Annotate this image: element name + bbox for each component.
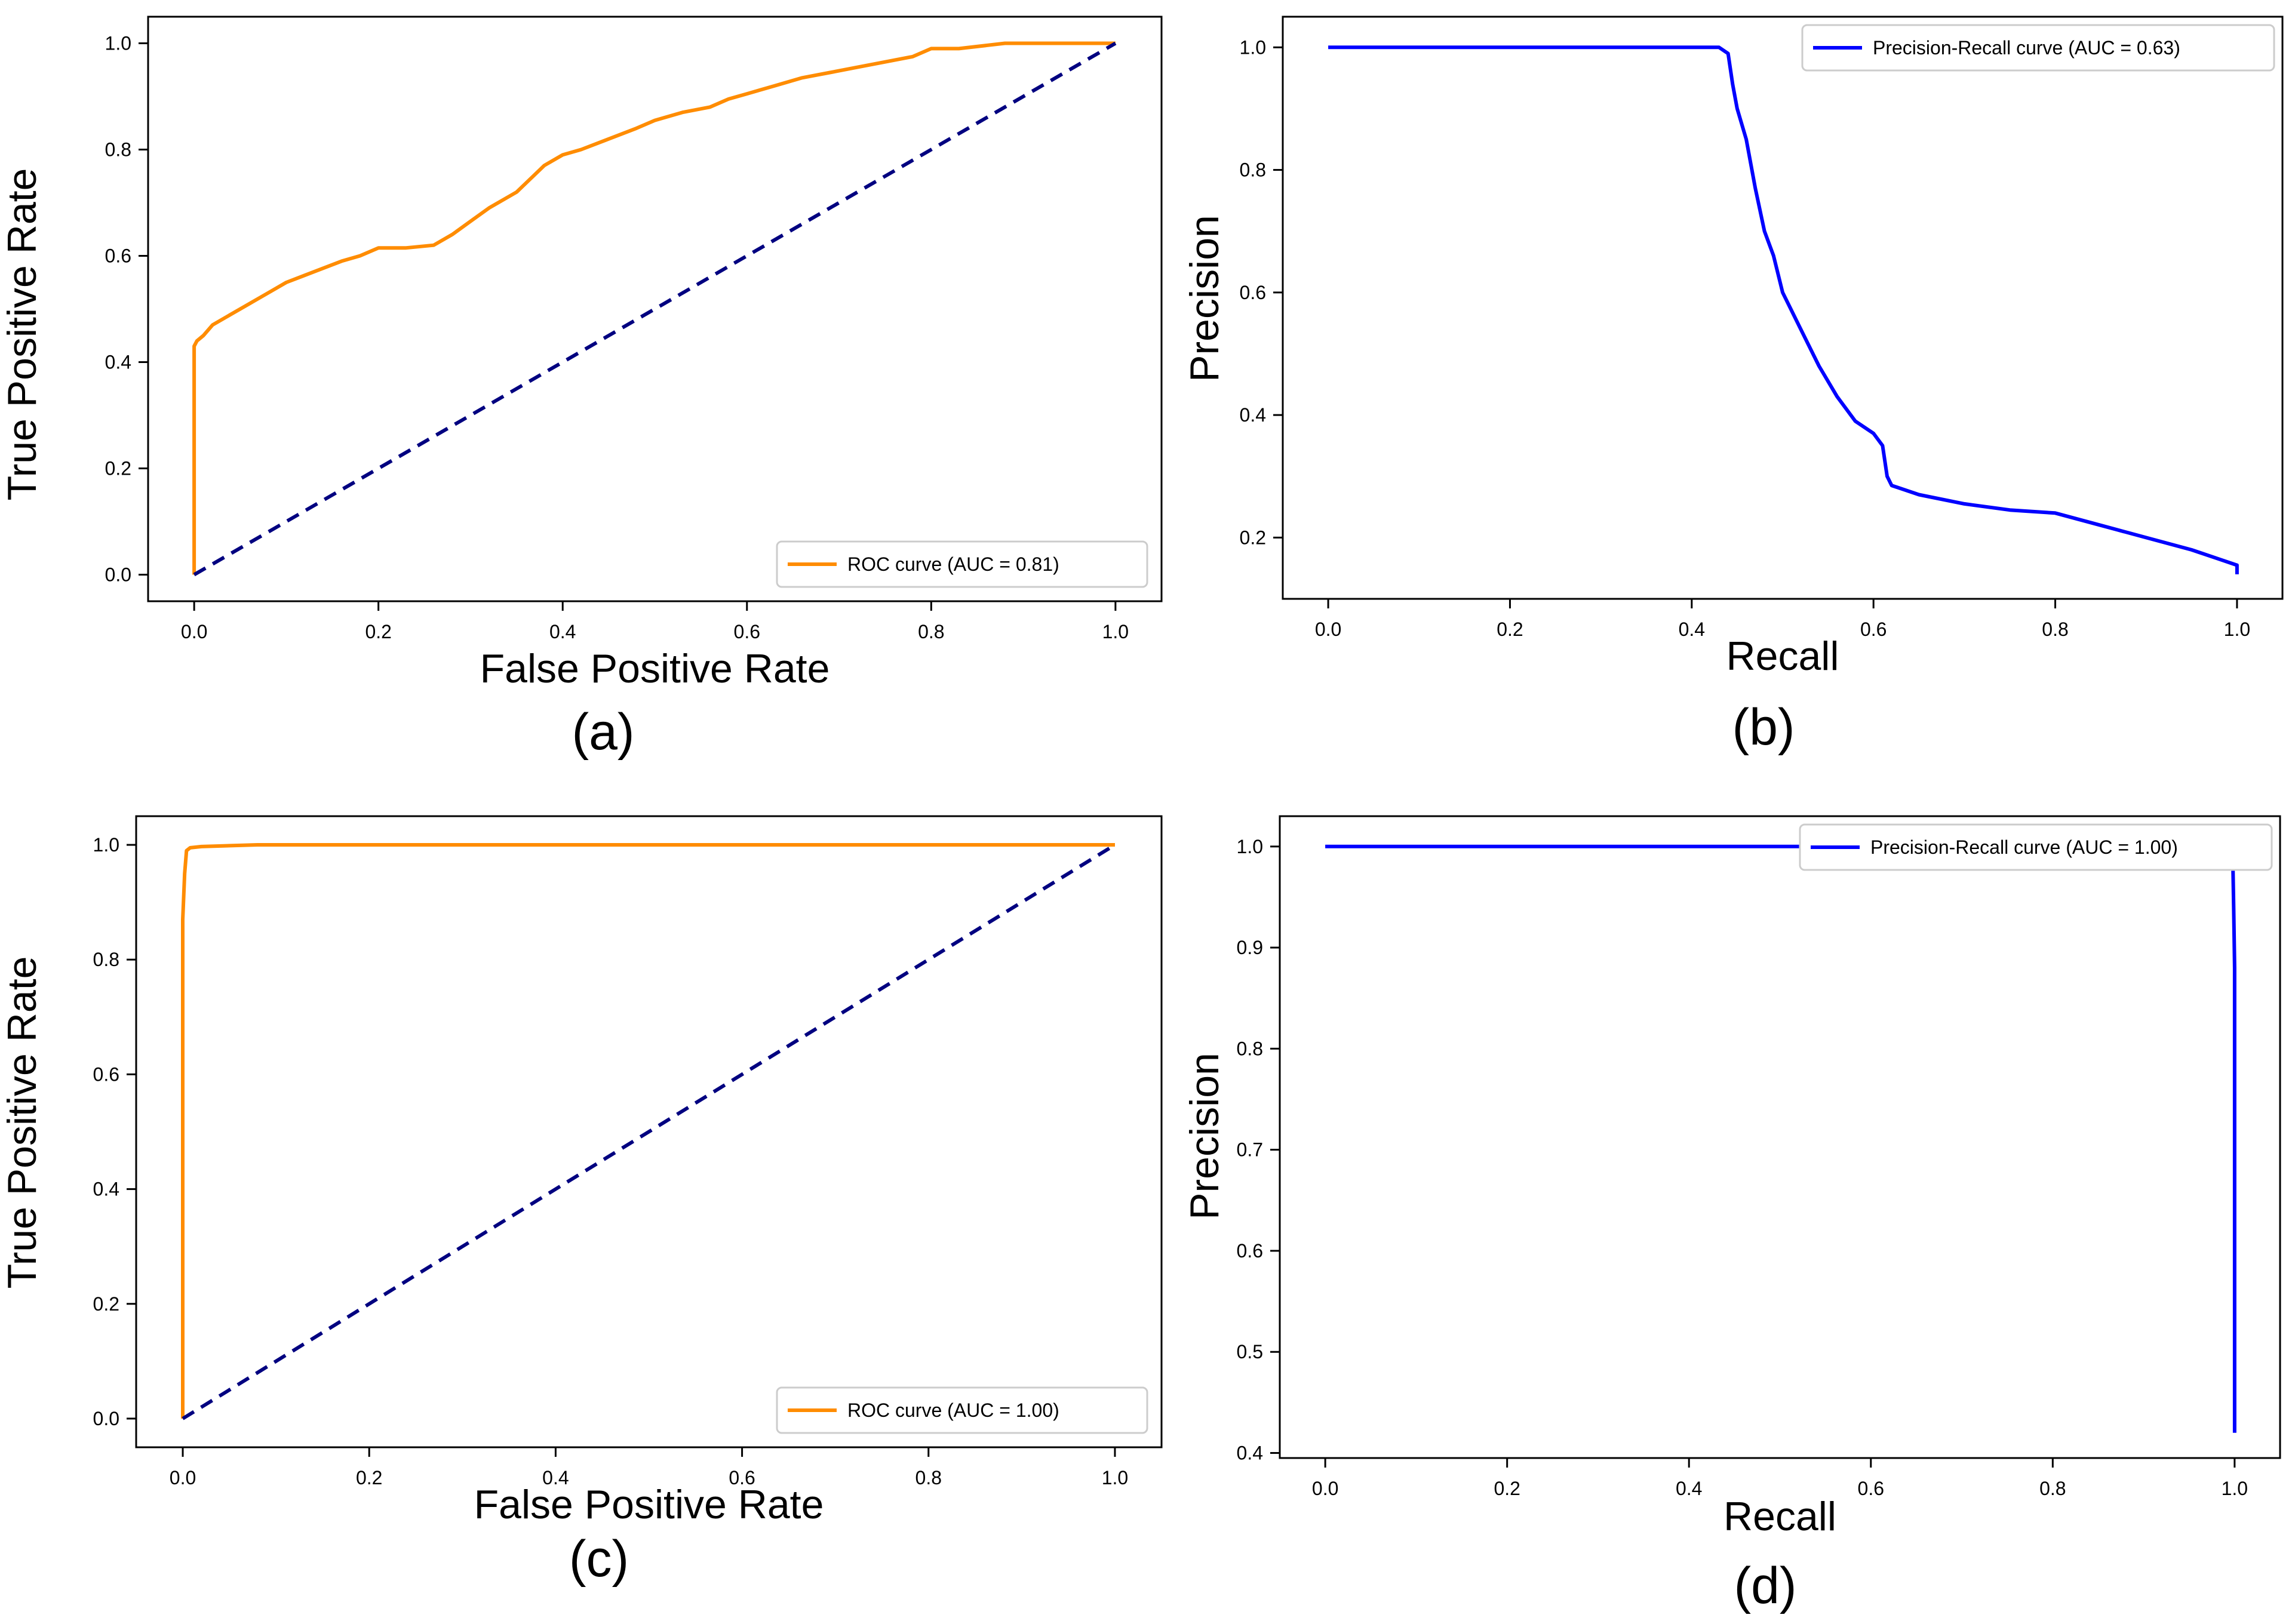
y-tick-label: 0.8 <box>1237 1038 1263 1059</box>
y-tick-label: 0.4 <box>105 352 131 373</box>
x-tick-label: 0.2 <box>365 621 391 642</box>
y-tick-label: 0.9 <box>1237 937 1263 958</box>
x-axis-label: Recall <box>1723 1494 1836 1539</box>
y-tick-label: 0.6 <box>93 1063 119 1085</box>
panel-label: (d) <box>1734 1557 1796 1614</box>
y-tick-label: 0.0 <box>105 564 131 586</box>
y-tick-label: 0.2 <box>1240 527 1266 548</box>
y-tick-label: 0.8 <box>105 139 131 161</box>
y-tick-label: 1.0 <box>93 834 119 856</box>
chance-diagonal-line <box>182 843 1116 1420</box>
y-tick-label: 0.5 <box>1237 1341 1263 1362</box>
y-tick-label: 0.8 <box>1240 159 1266 181</box>
chart-panel-0: 0.0 0.2 0.4 0.6 0.8 1.0 0.0 0.2 0.4 0.6 0.8 1.0 Fals… <box>0 16 1163 761</box>
x-tick-label: 0.4 <box>1679 619 1705 640</box>
x-axis-label: Recall <box>1726 633 1839 679</box>
plot-frame <box>1282 16 2284 600</box>
y-tick-label: 0.2 <box>93 1293 119 1315</box>
chart-panel-3: 0.0 0.2 0.4 0.6 0.8 1.0 0.4 0.5 0.6 0.7 0.8 0.9 1.0 R… <box>1182 815 2281 1614</box>
x-tick-label: 0.4 <box>542 1467 569 1488</box>
panel-label: (a) <box>572 703 634 761</box>
y-tick-label: 1.0 <box>1240 36 1266 58</box>
y-tick-label: 0.4 <box>1237 1442 1263 1464</box>
x-tick-label: 0.4 <box>1676 1478 1702 1499</box>
legend: ROC curve (AUC = 1.00) <box>776 1386 1148 1434</box>
x-axis-label: False Positive Rate <box>480 646 830 691</box>
plot-frame <box>147 16 1163 602</box>
legend-box <box>776 1386 1148 1434</box>
x-tick-label: 0.8 <box>915 1467 942 1488</box>
x-tick-label: 0.8 <box>2039 1478 2066 1499</box>
x-tick-label: 0.2 <box>1497 619 1523 640</box>
x-tick-label: 0.6 <box>729 1467 755 1488</box>
y-tick-label: 0.4 <box>1240 404 1266 426</box>
chart-panel-1: 0.0 0.2 0.4 0.6 0.8 1.0 0.2 0.4 0.6 0.8 1.0 Recall P… <box>1182 16 2284 756</box>
y-axis-label: Precision <box>1182 1053 1227 1220</box>
y-tick-label: 1.0 <box>1237 836 1263 857</box>
x-tick-label: 1.0 <box>1102 621 1129 642</box>
series-line <box>192 41 1116 575</box>
y-tick-label: 0.4 <box>93 1179 119 1200</box>
chance-diagonal-line <box>193 41 1117 577</box>
legend-label: ROC curve (AUC = 0.81) <box>847 553 1059 575</box>
series-line <box>1328 45 2239 574</box>
legend: ROC curve (AUC = 0.81) <box>776 540 1148 588</box>
y-tick-label: 0.2 <box>105 458 131 479</box>
x-tick-label: 0.6 <box>734 621 760 642</box>
x-tick-label: 0.0 <box>1315 619 1341 640</box>
legend-box <box>1801 24 2275 72</box>
legend-label: Precision-Recall curve (AUC = 0.63) <box>1873 37 2180 59</box>
y-axis-label: Precision <box>1182 215 1227 382</box>
panel-label: (b) <box>1732 699 1795 756</box>
legend-label: ROC curve (AUC = 1.00) <box>847 1400 1059 1421</box>
y-tick-label: 0.0 <box>93 1408 119 1429</box>
y-axis-label: True Positive Rate <box>0 956 45 1289</box>
x-tick-label: 0.6 <box>1860 619 1887 640</box>
x-axis-label: False Positive Rate <box>474 1482 824 1527</box>
x-tick-label: 1.0 <box>1102 1467 1128 1488</box>
legend: Precision-Recall curve (AUC = 1.00) <box>1799 823 2273 871</box>
y-tick-label: 0.6 <box>105 245 131 267</box>
y-tick-label: 0.7 <box>1237 1139 1263 1161</box>
x-tick-label: 0.2 <box>1494 1478 1520 1499</box>
panel-label: (c) <box>569 1530 629 1588</box>
y-tick-label: 1.0 <box>105 33 131 54</box>
x-tick-label: 0.0 <box>181 621 207 642</box>
x-tick-label: 1.0 <box>2224 619 2250 640</box>
y-tick-label: 0.6 <box>1237 1240 1263 1262</box>
legend-box <box>776 540 1148 588</box>
plot-frame <box>1279 815 2281 1459</box>
y-tick-label: 0.6 <box>1240 282 1266 303</box>
y-axis-label: True Positive Rate <box>0 168 45 501</box>
legend-box <box>1799 823 2273 871</box>
x-tick-label: 0.6 <box>1858 1478 1884 1499</box>
x-tick-label: 0.4 <box>549 621 576 642</box>
x-tick-label: 0.8 <box>2042 619 2068 640</box>
x-tick-label: 0.8 <box>918 621 944 642</box>
chart-panel-2: 0.0 0.2 0.4 0.6 0.8 1.0 0.0 0.2 0.4 0.6 0.8 1.0 Fals… <box>0 815 1163 1588</box>
x-tick-label: 0.0 <box>1312 1478 1338 1499</box>
series-line <box>181 843 1115 1419</box>
x-tick-label: 1.0 <box>2222 1478 2248 1499</box>
legend: Precision-Recall curve (AUC = 0.63) <box>1801 24 2275 72</box>
x-tick-label: 0.0 <box>170 1467 196 1488</box>
y-tick-label: 0.8 <box>93 949 119 970</box>
legend-label: Precision-Recall curve (AUC = 1.00) <box>1870 836 2178 858</box>
x-tick-label: 0.2 <box>356 1467 382 1488</box>
